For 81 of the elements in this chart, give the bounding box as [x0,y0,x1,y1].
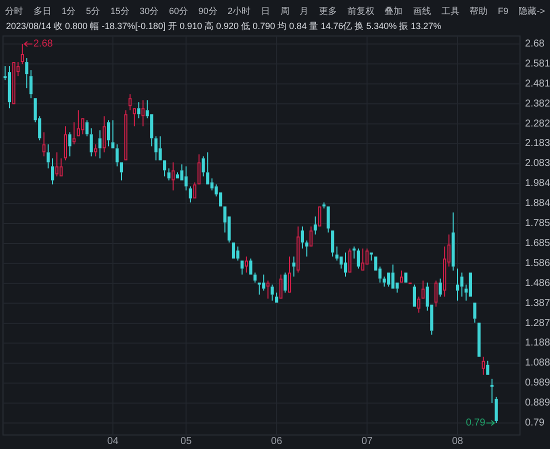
candlestick [482,356,485,376]
candlestick [137,102,140,119]
y-tick-label: 0.989 [525,378,550,389]
x-tick-label: 07 [361,436,374,447]
annotation: 2.68 [33,38,54,50]
candlestick [262,274,266,292]
y-tick-label: 2.183 [525,138,550,150]
candlestick [438,278,442,298]
y-tick-label: 1.884 [525,198,550,210]
candlestick [172,162,175,191]
y-tick-label: 1.287 [525,318,550,329]
candlestick [29,70,33,99]
y-tick-label: 2.68 [525,38,545,50]
candlestick [253,272,257,284]
candlestick [202,156,205,177]
y-tick-label: 0.79 [525,417,545,428]
candlestick [490,378,494,404]
candlestick [452,212,455,272]
candlestick [128,94,132,111]
y-tick-label: 2.382 [525,98,550,110]
y-tick-label: 1.188 [525,338,550,349]
candlestick [8,66,12,109]
candlestick [102,116,106,153]
candlestick [50,158,54,185]
chart-title: 2023/08/14 收 0.800 幅 -18.37%[-0.180] 开 0.910 高 0.920 低 0.790 均 0.84 量 14.76亿 换 5.340% 振 13.27% [6,21,442,31]
x-tick-label: 08 [452,436,464,447]
y-tick-label: 1.387 [525,298,550,309]
candlestick [116,144,119,167]
candlestick [244,256,248,274]
x-tick-label: 06 [271,436,283,447]
candlestick [236,246,240,262]
annotation: 0.79 [466,417,486,428]
candlestick [356,248,360,270]
toolbar: 分时 多日 1分 5分 15分 30分 60分 90分 2小时 日 周 月 更多 前复权 叠加 画线 工具 帮助 F9 隐藏-> [5,6,545,16]
candlestick [284,272,287,294]
candlestick [85,120,89,137]
candlestick [494,396,498,424]
candlestick [20,44,24,65]
candlestick [55,152,58,177]
candlestick [417,296,420,314]
candlestick [443,246,446,298]
candlestick [460,272,464,298]
candlestick [344,252,348,278]
y-tick-label: 1.685 [525,238,550,250]
y-tick-label: 1.088 [525,358,550,369]
candlestick [98,130,102,159]
candlestick [300,226,304,250]
candlestick [64,126,68,161]
candlestick [270,284,274,302]
candlestick [141,100,145,127]
candlestick [107,120,110,147]
candlestick [167,168,170,181]
candlestick [382,276,386,288]
y-tick-label: 2.481 [525,78,550,90]
y-tick-label: 1.984 [525,178,550,190]
x-tick-label: 04 [107,436,119,447]
candlestick [434,280,438,308]
candlestick [292,256,296,278]
candlestick [25,58,28,89]
candlestick [322,202,326,209]
y-tick-label: 1.785 [525,218,550,229]
y-tick-label: 2.282 [525,118,550,130]
candlestick [90,128,93,157]
y-tick-label: 1.486 [525,278,550,289]
candlestick [94,144,98,157]
candlestick [46,144,50,169]
candlestick [266,280,270,300]
x-tick-label: 05 [180,436,192,447]
candlestick [68,132,72,157]
candlestick [296,226,300,274]
candlestick [352,246,356,260]
y-tick-label: 0.889 [525,398,550,409]
y-tick-label: 2.581 [525,58,550,70]
candlestick [314,216,317,235]
candlestick [42,132,46,157]
candlestick [188,186,192,203]
candlestick [456,268,460,302]
candlestick [72,122,76,145]
y-tick-label: 2.083 [525,158,550,170]
y-tick-label: 1.586 [525,258,550,269]
candlestick [305,240,308,258]
